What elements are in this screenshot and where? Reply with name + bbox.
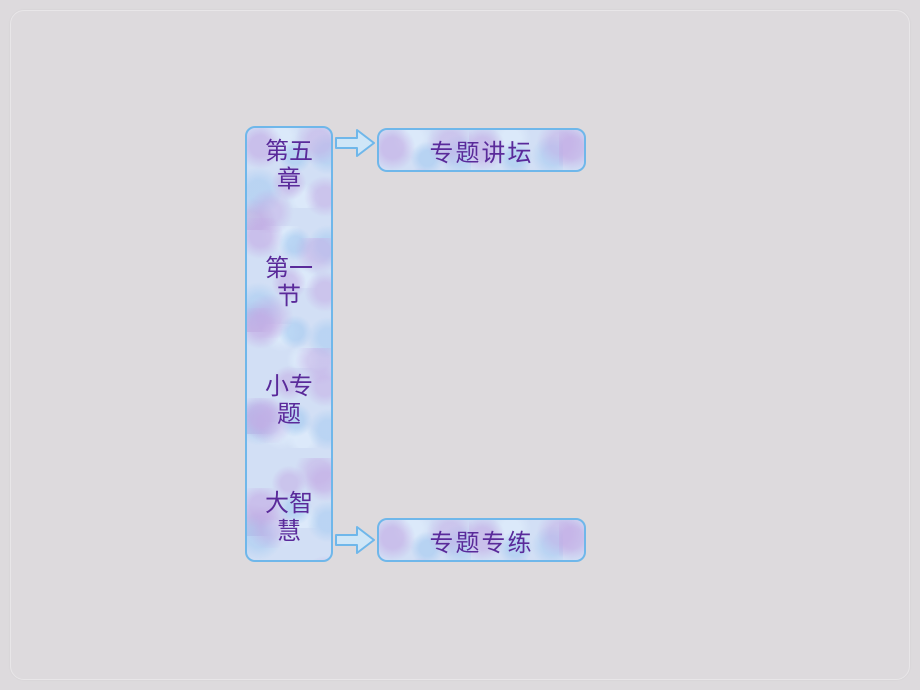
left-group-line1: 大智 [253, 490, 325, 518]
left-group-0: 第五章 [253, 138, 325, 194]
arrow-right-icon [335, 129, 375, 157]
left-group-line2: 慧 [253, 518, 325, 546]
topic-forum-label: 专题讲坛 [430, 133, 534, 168]
left-group-line1: 第五 [253, 138, 325, 166]
left-group-line1: 第一 [253, 255, 325, 283]
left-group-line2: 章 [253, 166, 325, 194]
arrow-right-icon [335, 526, 375, 554]
card-frame: 第五章第一节小专题大智慧 专题讲坛 专题专练 [10, 10, 910, 680]
left-group-2: 小专题 [253, 373, 325, 429]
left-group-line2: 题 [253, 401, 325, 429]
left-group-3: 大智慧 [253, 490, 325, 546]
left-group-1: 第一节 [253, 255, 325, 311]
topic-forum-box: 专题讲坛 [377, 128, 586, 172]
topic-practice-box: 专题专练 [377, 518, 586, 562]
left-group-line2: 节 [253, 283, 325, 311]
left-nav-box: 第五章第一节小专题大智慧 [245, 126, 333, 562]
left-group-line1: 小专 [253, 373, 325, 401]
topic-practice-label: 专题专练 [430, 523, 534, 558]
